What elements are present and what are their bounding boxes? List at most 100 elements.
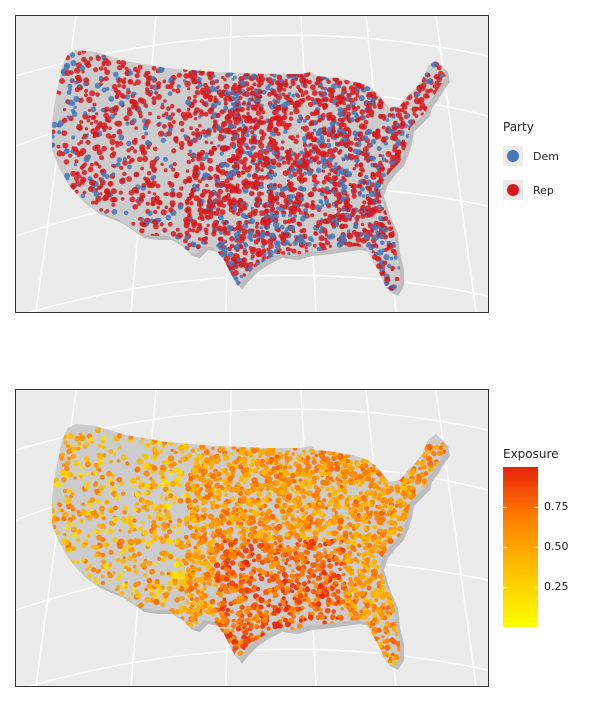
- voter-dot: [312, 243, 317, 248]
- exposure-dot: [256, 553, 262, 560]
- exposure-dot: [200, 554, 206, 559]
- voter-dot: [141, 135, 146, 140]
- exposure-dot: [294, 606, 300, 611]
- exposure-dot: [131, 552, 137, 559]
- voter-dot: [236, 127, 241, 132]
- voter-dot: [281, 108, 287, 114]
- exposure-dot: [151, 519, 157, 525]
- voter-dot: [391, 114, 396, 119]
- voter-dot: [104, 69, 111, 76]
- exposure-dot: [281, 509, 285, 514]
- voter-dot: [259, 231, 265, 237]
- voter-dot: [100, 177, 105, 182]
- exposure-dot: [115, 558, 120, 563]
- voter-dot: [234, 235, 240, 242]
- voter-dot: [134, 106, 140, 111]
- voter-dot: [368, 207, 375, 214]
- exposure-dot: [149, 568, 156, 575]
- exposure-dot: [250, 515, 256, 521]
- voter-dot: [117, 77, 123, 83]
- voter-dot: [296, 159, 303, 165]
- voter-dot: [223, 97, 227, 101]
- voter-dot: [269, 169, 274, 175]
- exposure-dot: [106, 470, 112, 477]
- exposure-dot: [416, 475, 422, 482]
- exposure-dot: [327, 471, 332, 476]
- exposure-dot: [322, 498, 327, 503]
- voter-dot: [292, 72, 297, 77]
- voter-dot: [239, 274, 244, 279]
- voter-dot: [330, 95, 335, 99]
- voter-dot: [256, 182, 261, 186]
- exposure-dot: [361, 564, 366, 568]
- voter-dot: [403, 110, 408, 115]
- voter-dot: [394, 107, 400, 113]
- exposure-dot: [166, 585, 173, 592]
- voter-dot: [227, 225, 234, 232]
- exposure-dot: [102, 453, 107, 458]
- voter-dot: [362, 194, 366, 198]
- voter-dot: [254, 225, 259, 229]
- voter-dot: [298, 177, 305, 184]
- voter-dot: [318, 235, 325, 242]
- exposure-dot: [317, 543, 323, 548]
- exposure-dot: [144, 596, 151, 603]
- voter-dot: [330, 129, 336, 134]
- voter-dot: [228, 157, 235, 164]
- exposure-dot: [122, 509, 127, 515]
- exposure-dot: [258, 482, 265, 489]
- voter-dot: [170, 112, 175, 117]
- voter-dot: [387, 112, 393, 118]
- voter-dot: [282, 160, 287, 165]
- voter-dot: [263, 160, 270, 167]
- voter-dot: [305, 133, 313, 140]
- voter-dot: [243, 241, 247, 246]
- exposure-dot: [161, 521, 167, 528]
- exposure-dot: [211, 541, 216, 545]
- voter-dot: [166, 106, 171, 111]
- voter-dot: [123, 115, 130, 122]
- exposure-dot: [146, 514, 152, 520]
- exposure-dot: [323, 582, 327, 586]
- voter-dot: [347, 107, 351, 111]
- exposure-dot: [133, 569, 139, 575]
- voter-dot: [348, 182, 352, 187]
- voter-dot: [217, 188, 223, 195]
- voter-dot: [323, 130, 328, 135]
- exposure-dot: [397, 498, 404, 504]
- voter-dot: [219, 169, 226, 176]
- exposure-dot: [316, 463, 321, 468]
- voter-dot: [388, 286, 394, 291]
- voter-dot: [260, 148, 265, 153]
- voter-dot: [269, 214, 274, 219]
- exposure-dot: [153, 457, 157, 461]
- exposure-dot: [119, 571, 124, 576]
- voter-dot: [339, 223, 345, 230]
- voter-dot: [215, 124, 222, 131]
- exposure-dot: [109, 509, 114, 514]
- voter-dot: [357, 131, 364, 137]
- exposure-dot: [397, 526, 404, 532]
- voter-dot: [374, 244, 379, 248]
- voter-dot: [431, 61, 438, 68]
- voter-dot: [221, 121, 228, 127]
- exposure-dot: [93, 577, 98, 582]
- exposure-dot: [367, 514, 373, 520]
- exposure-dot: [100, 439, 106, 444]
- voter-dot: [212, 220, 219, 226]
- exposure-dot: [255, 502, 262, 508]
- voter-dot: [357, 192, 363, 197]
- exposure-dot: [377, 492, 382, 497]
- voter-dot: [348, 147, 354, 153]
- voter-dot: [369, 113, 374, 118]
- voter-dot: [338, 131, 344, 137]
- voter-dot: [186, 159, 192, 165]
- voter-dot: [191, 69, 197, 75]
- voter-dot: [376, 132, 380, 136]
- voter-dot: [194, 128, 200, 133]
- voter-dot: [88, 56, 93, 61]
- voter-dot: [354, 163, 359, 168]
- voter-dot: [282, 114, 288, 121]
- exposure-dot: [119, 551, 124, 555]
- voter-dot: [364, 101, 369, 105]
